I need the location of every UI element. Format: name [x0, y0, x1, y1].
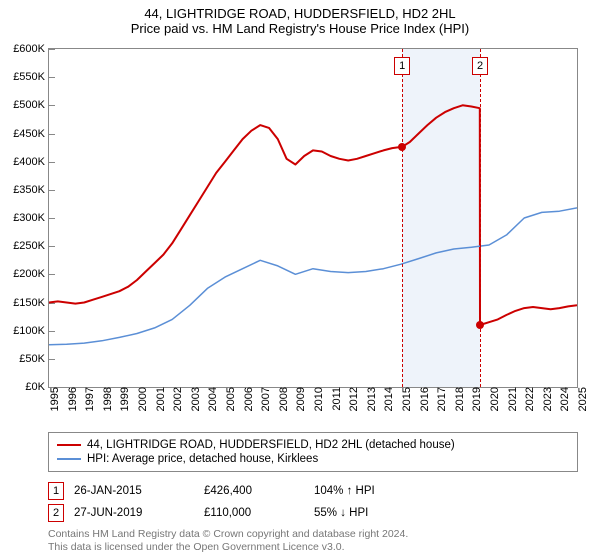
table-row: 1 26-JAN-2015 £426,400 104% ↑ HPI: [48, 482, 578, 500]
y-tick-label: £400K: [13, 156, 49, 168]
tx-date: 27-JUN-2019: [74, 507, 194, 519]
page-title: 44, LIGHTRIDGE ROAD, HUDDERSFIELD, HD2 2…: [0, 0, 600, 21]
series-property: [49, 105, 577, 325]
x-tick-label: 2012: [344, 387, 360, 411]
x-tick-label: 2015: [397, 387, 413, 411]
x-tick-label: 2010: [309, 387, 325, 411]
y-tick-label: £200K: [13, 268, 49, 280]
footer: Contains HM Land Registry data © Crown c…: [48, 528, 578, 554]
table-row: 2 27-JUN-2019 £110,000 55% ↓ HPI: [48, 504, 578, 522]
marker-line: [480, 49, 481, 387]
x-tick-label: 2013: [362, 387, 378, 411]
x-tick-label: 2021: [503, 387, 519, 411]
x-tick-label: 2023: [538, 387, 554, 411]
x-tick-label: 2014: [379, 387, 395, 411]
legend-swatch: [57, 458, 81, 460]
marker-box: 1: [394, 57, 410, 75]
x-tick-label: 2004: [203, 387, 219, 411]
x-tick-label: 2018: [450, 387, 466, 411]
x-tick-label: 2001: [151, 387, 167, 411]
x-tick-label: 2024: [555, 387, 571, 411]
y-tick-label: £100K: [13, 325, 49, 337]
y-tick-label: £550K: [13, 71, 49, 83]
tx-price: £110,000: [204, 507, 304, 519]
tx-ratio: 104% ↑ HPI: [314, 485, 444, 497]
y-tick-label: £50K: [19, 353, 49, 365]
legend-row: HPI: Average price, detached house, Kirk…: [57, 453, 569, 465]
legend: 44, LIGHTRIDGE ROAD, HUDDERSFIELD, HD2 2…: [48, 432, 578, 472]
x-tick-label: 2017: [432, 387, 448, 411]
footer-line: Contains HM Land Registry data © Crown c…: [48, 528, 578, 541]
y-tick-label: £250K: [13, 240, 49, 252]
page-subtitle: Price paid vs. HM Land Registry's House …: [0, 21, 600, 40]
x-tick-label: 2002: [168, 387, 184, 411]
footer-line: This data is licensed under the Open Gov…: [48, 541, 578, 554]
y-tick-label: £600K: [13, 43, 49, 55]
marker-line: [402, 49, 403, 387]
x-tick-label: 2005: [221, 387, 237, 411]
marker-dot: [398, 143, 406, 151]
transactions-table: 1 26-JAN-2015 £426,400 104% ↑ HPI 2 27-J…: [48, 478, 578, 526]
legend-label: HPI: Average price, detached house, Kirk…: [87, 453, 318, 465]
y-tick-label: £150K: [13, 297, 49, 309]
marker-dot: [476, 321, 484, 329]
x-tick-label: 2025: [573, 387, 589, 411]
x-tick-label: 1995: [45, 387, 61, 411]
legend-label: 44, LIGHTRIDGE ROAD, HUDDERSFIELD, HD2 2…: [87, 439, 455, 451]
legend-swatch: [57, 444, 81, 446]
x-tick-label: 1996: [63, 387, 79, 411]
x-tick-label: 2016: [415, 387, 431, 411]
y-tick-label: £500K: [13, 99, 49, 111]
series-lines: [49, 49, 577, 387]
y-tick-label: £450K: [13, 128, 49, 140]
x-tick-label: 2006: [239, 387, 255, 411]
x-tick-label: 1998: [98, 387, 114, 411]
x-tick-label: 2000: [133, 387, 149, 411]
series-hpi: [49, 208, 577, 345]
x-tick-label: 1999: [115, 387, 131, 411]
x-tick-label: 2020: [485, 387, 501, 411]
x-tick-label: 1997: [80, 387, 96, 411]
tx-price: £426,400: [204, 485, 304, 497]
marker-box: 2: [472, 57, 488, 75]
legend-row: 44, LIGHTRIDGE ROAD, HUDDERSFIELD, HD2 2…: [57, 439, 569, 451]
marker-index: 1: [48, 482, 64, 500]
x-tick-label: 2022: [520, 387, 536, 411]
tx-date: 26-JAN-2015: [74, 485, 194, 497]
x-tick-label: 2003: [186, 387, 202, 411]
x-tick-label: 2008: [274, 387, 290, 411]
price-chart: £0K£50K£100K£150K£200K£250K£300K£350K£40…: [48, 48, 578, 388]
tx-ratio: 55% ↓ HPI: [314, 507, 444, 519]
y-tick-label: £350K: [13, 184, 49, 196]
marker-index: 2: [48, 504, 64, 522]
x-tick-label: 2019: [467, 387, 483, 411]
x-tick-label: 2007: [256, 387, 272, 411]
y-tick-label: £300K: [13, 212, 49, 224]
x-tick-label: 2011: [327, 387, 343, 411]
x-tick-label: 2009: [291, 387, 307, 411]
